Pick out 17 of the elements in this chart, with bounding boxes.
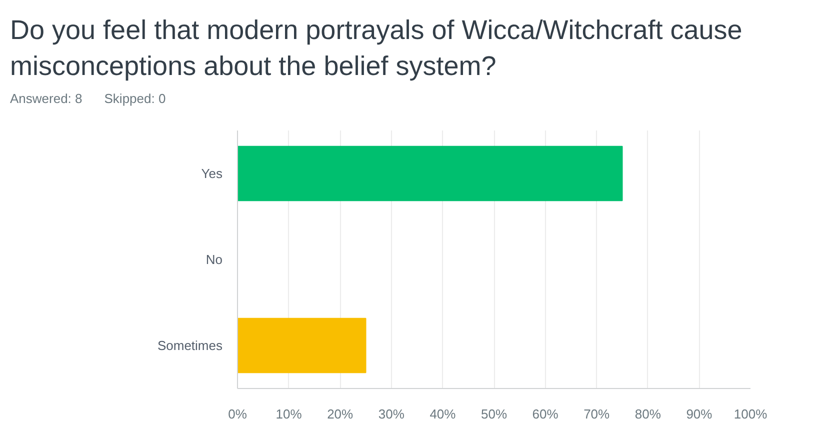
chart-title: Do you feel that modern portrayals of Wicca/Witchcraft cause misconceptions about the belief system? [9,14,744,83]
x-tick-label: 0% [228,406,248,422]
x-tick-label: 100% [734,406,768,422]
x-tick-label: 50% [480,406,508,422]
x-tick-label: 90% [686,406,713,422]
y-tick-label: Yes [201,166,223,181]
x-tick-label: 70% [584,406,610,422]
y-tick-label: Sometimes [157,338,223,353]
x-tick-label: 60% [532,406,559,422]
x-tick-label: 20% [327,406,354,422]
y-tick-label: No [206,252,223,267]
x-tick-label: 40% [430,406,456,422]
text: Skipped: 0 [104,91,166,106]
x-tick-label: 80% [634,406,662,422]
x-tick-label: 30% [378,406,405,422]
text: Answered: 8 [10,91,82,106]
x-tick-label: 10% [276,406,302,422]
